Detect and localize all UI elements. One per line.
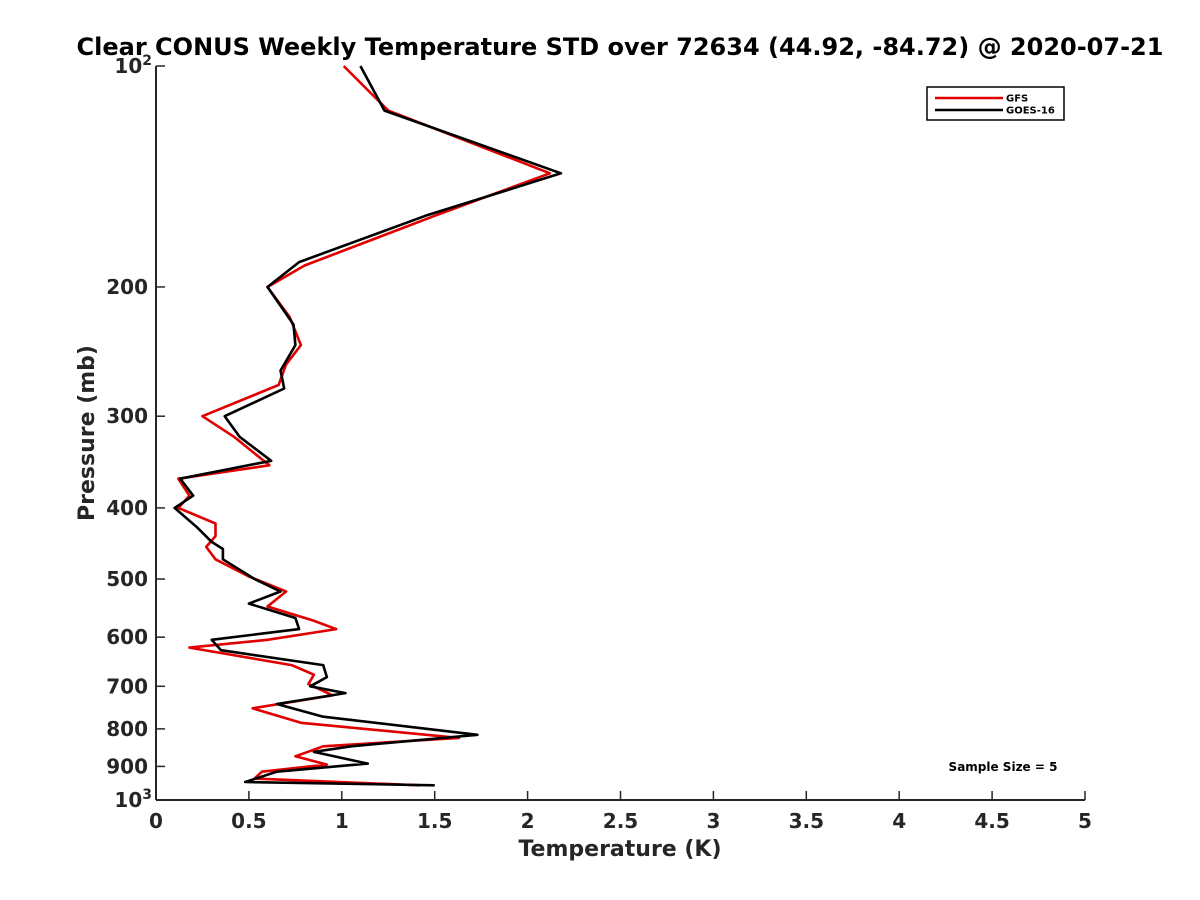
y-ticks: 102 200 300 400 500 600 700 800 900 103: [106, 53, 165, 812]
y-tick-label: 700: [106, 674, 148, 698]
y-tick-label: 600: [106, 625, 148, 649]
x-tick-label: 0.5: [231, 809, 266, 833]
y-tick-label: 400: [106, 496, 148, 520]
x-tick-label: 3: [706, 809, 720, 833]
chart-title: Clear CONUS Weekly Temperature STD over …: [77, 33, 1164, 61]
x-axis-label: Temperature (K): [518, 837, 721, 862]
x-tick-label: 1: [335, 809, 349, 833]
y-tick-label: 500: [106, 567, 148, 591]
x-tick-label: 2: [521, 809, 535, 833]
x-ticks: 0 0.5 1 1.5 2 2.5 3 3.5 4 4.5 5: [149, 791, 1092, 833]
y-axis-label: Pressure (mb): [75, 345, 100, 521]
y-tick-label: 800: [106, 717, 148, 741]
x-tick-label: 3.5: [789, 809, 824, 833]
y-tick-label: 900: [106, 754, 148, 778]
legend: GFS GOES-16: [926, 86, 1065, 121]
legend-label-gfs: GFS: [1006, 94, 1028, 105]
x-tick-label: 5: [1078, 809, 1092, 833]
x-tick-label: 1.5: [417, 809, 452, 833]
x-tick-label: 2.5: [603, 809, 638, 833]
legend-box: [926, 86, 1065, 121]
series-group: [173, 65, 563, 787]
x-tick-label: 4: [892, 809, 906, 833]
y-tick-label: 102: [114, 53, 152, 78]
series-line-goes16: [173, 65, 563, 787]
sample-size-annotation: Sample Size = 5: [949, 760, 1058, 774]
y-tick-label: 300: [106, 404, 148, 428]
x-tick-label: 0: [149, 809, 163, 833]
series-line-gfs: [177, 65, 552, 787]
axes: [155, 66, 1085, 801]
y-tick-label: 200: [106, 275, 148, 299]
legend-label-goes16: GOES-16: [1006, 106, 1055, 117]
x-tick-label: 4.5: [974, 809, 1009, 833]
y-tick-label: 103: [114, 787, 152, 812]
